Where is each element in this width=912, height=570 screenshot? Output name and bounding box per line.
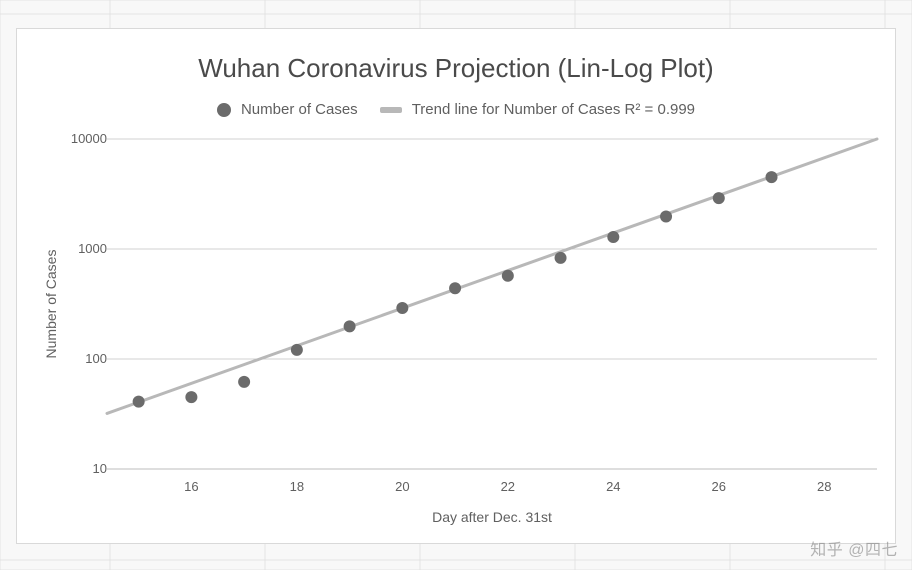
data-point	[555, 252, 567, 264]
x-tick-label: 26	[704, 479, 734, 494]
chart-card: Wuhan Coronavirus Projection (Lin-Log Pl…	[16, 28, 896, 544]
y-tick-label: 1000	[47, 241, 107, 256]
y-axis-title: Number of Cases	[43, 139, 63, 469]
y-tick-label: 10	[47, 461, 107, 476]
data-point	[502, 270, 514, 282]
legend-label: Trend line for Number of Cases R² = 0.99…	[412, 101, 695, 118]
plot-area: 10100100010000 16182022242628	[107, 139, 877, 469]
chart-title: Wuhan Coronavirus Projection (Lin-Log Pl…	[17, 53, 895, 84]
data-point	[344, 320, 356, 332]
data-point	[449, 282, 461, 294]
legend-marker-circle	[217, 103, 231, 117]
data-point	[766, 171, 778, 183]
x-axis-title: Day after Dec. 31st	[107, 509, 877, 525]
data-point	[396, 302, 408, 314]
data-point	[238, 376, 250, 388]
x-tick-label: 20	[387, 479, 417, 494]
x-tick-label: 16	[176, 479, 206, 494]
legend-marker-line	[380, 107, 402, 113]
legend-label: Number of Cases	[241, 101, 358, 118]
watermark-text: 知乎 @四七	[810, 536, 898, 560]
y-tick-label: 100	[47, 351, 107, 366]
data-point	[133, 396, 145, 408]
data-point	[291, 344, 303, 356]
trend-line	[107, 139, 877, 413]
x-tick-label: 28	[809, 479, 839, 494]
x-tick-label: 24	[598, 479, 628, 494]
x-tick-label: 22	[493, 479, 523, 494]
chart-legend: Number of Cases Trend line for Number of …	[17, 101, 895, 118]
data-point	[713, 192, 725, 204]
data-point	[660, 210, 672, 222]
y-tick-label: 10000	[47, 131, 107, 146]
data-point	[607, 231, 619, 243]
data-point	[185, 391, 197, 403]
legend-item: Number of Cases	[217, 101, 358, 118]
x-tick-label: 18	[282, 479, 312, 494]
legend-item: Trend line for Number of Cases R² = 0.99…	[380, 101, 695, 118]
plot-svg	[107, 139, 877, 469]
